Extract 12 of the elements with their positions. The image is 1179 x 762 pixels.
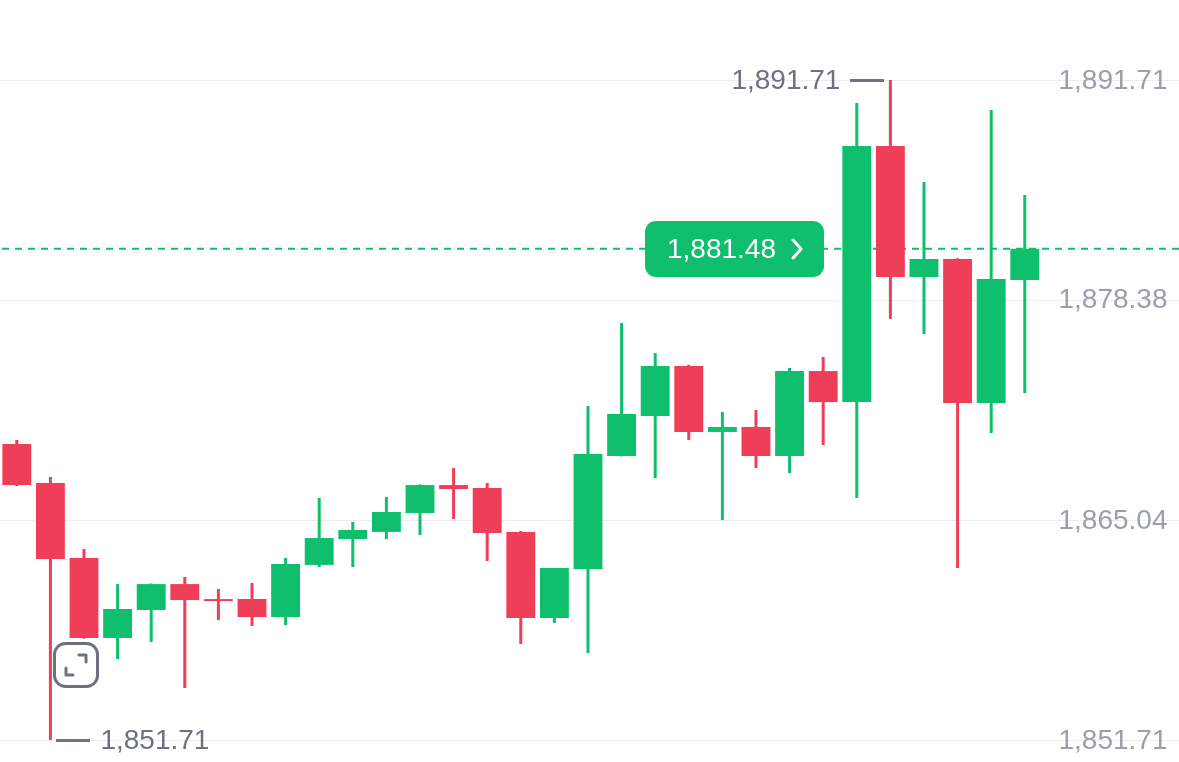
candlestick — [203, 589, 233, 622]
candlestick — [439, 468, 469, 521]
candlestick — [707, 411, 737, 522]
candlestick — [170, 576, 200, 689]
annotation: 1,851.71 — [100, 724, 210, 756]
y-tick-label: 1,851.71 — [1058, 723, 1168, 755]
y-tick-label: 1,891.71 — [1058, 63, 1168, 95]
y-tick-label: 1,878.38 — [1058, 283, 1168, 315]
annotation: 1,891.71 — [731, 64, 841, 96]
ref-line-label: 1,881.48 — [667, 232, 776, 265]
candlestick — [338, 522, 368, 569]
y-tick-label: 1,865.04 — [1058, 503, 1168, 535]
